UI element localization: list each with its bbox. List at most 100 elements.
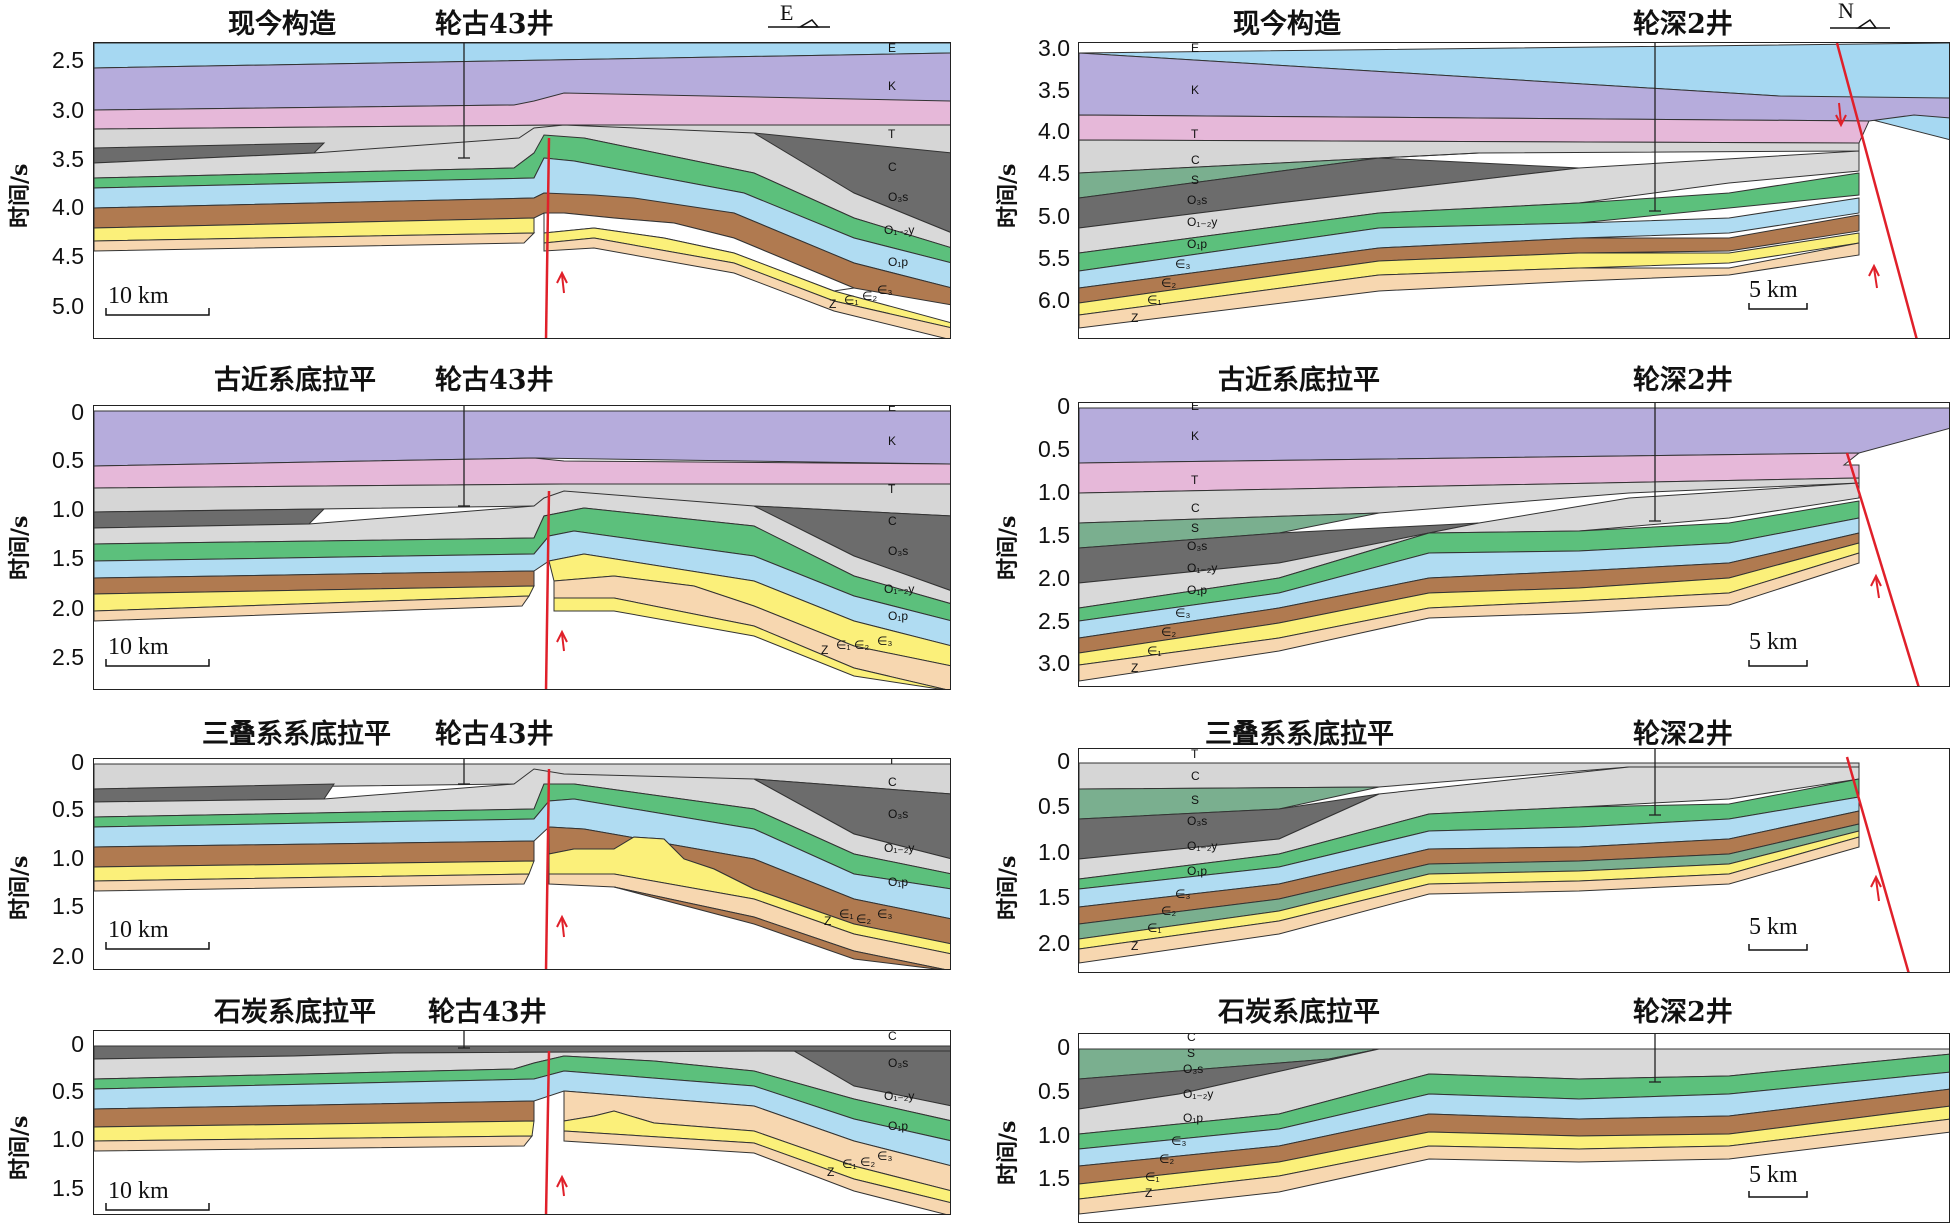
scale-bar-label: 5 km <box>1749 1162 1798 1188</box>
layer-label-e3: ∈₃ <box>877 1149 893 1163</box>
y-tick: 2.0 <box>1038 565 1070 591</box>
layer-label-S: S <box>1187 1046 1196 1060</box>
layer-label-O3s: O₃s <box>888 1056 909 1070</box>
compass-label: E <box>780 0 794 25</box>
layer-label-e2: ∈₂ <box>862 289 878 303</box>
layer-label-O1p: O₁p <box>1187 583 1208 597</box>
layer-label-O1p: O₁p <box>1187 237 1208 251</box>
layer-label-O12y: O₁₋₂y <box>884 223 915 237</box>
layer-label-K: K <box>888 79 897 93</box>
layer-label-e1: ∈₁ <box>1147 921 1162 935</box>
y-tick: 5.5 <box>1038 245 1070 271</box>
y-tick: 6.0 <box>1038 287 1070 313</box>
layer-label-E: E <box>888 405 897 414</box>
y-tick: 2.5 <box>52 644 84 670</box>
y-tick: 1.5 <box>52 893 84 919</box>
section-frame: E K T C S O₃s O₁₋₂y O₁p ∈₃ ∈₂ ∈₁ Z 5 km <box>1078 42 1950 339</box>
compass-label: N <box>1838 0 1854 23</box>
y-axis-label: 时间/s <box>995 515 1021 580</box>
layer-label-O3s: O₃s <box>888 807 909 821</box>
scale-bar-label: 10 km <box>108 283 169 309</box>
y-tick: 2.5 <box>52 47 84 73</box>
layer-label-O3s: O₃s <box>1183 1062 1204 1076</box>
section-frame: C O₃s O₁₋₂y O₁p ∈₃ ∈₂ ∈₁ Z 10 km <box>93 1030 951 1215</box>
y-tick: 0 <box>71 749 84 775</box>
layer-label-C: C <box>888 1030 897 1043</box>
y-tick: 1.0 <box>1038 479 1070 505</box>
layer-label-e3: ∈₃ <box>877 283 893 297</box>
well-name: 轮深2井 <box>1633 365 1733 396</box>
y-tick: 1.0 <box>1038 1122 1070 1148</box>
layer-label-T: T <box>888 758 896 767</box>
layer-label-C: C <box>1191 153 1200 167</box>
scale-bar-label: 5 km <box>1749 277 1798 303</box>
panel-title: 石炭系底拉平 <box>1218 997 1380 1028</box>
layer-label-O3s: O₃s <box>888 544 909 558</box>
layer-label-e1: ∈₁ <box>1147 293 1162 307</box>
y-tick: 0.5 <box>1038 436 1070 462</box>
y-tick: 3.0 <box>1038 650 1070 676</box>
layer-label-O1p: O₁p <box>1187 864 1208 878</box>
y-tick: 0.5 <box>52 447 84 473</box>
y-axis-label: 时间/s <box>7 163 33 228</box>
layer-label-Z: Z <box>1131 661 1139 675</box>
y-tick: 1.5 <box>1038 522 1070 548</box>
y-axis-label: 时间/s <box>7 515 33 580</box>
layer-label-S: S <box>1191 521 1200 535</box>
y-axis-label: 时间/s <box>7 855 33 920</box>
layer-label-C: C <box>1191 769 1200 783</box>
section-frame: T C O₃s O₁₋₂y O₁p ∈₃ ∈₂ ∈₁ Z 10 km <box>93 758 951 970</box>
layer-label-O3s: O₃s <box>1187 814 1208 828</box>
y-tick: 2.0 <box>1038 930 1070 956</box>
well-name: 轮古43井 <box>435 719 554 750</box>
layer-label-C: C <box>888 775 897 789</box>
scale-bar-label: 5 km <box>1749 629 1798 655</box>
layer-label-O12y: O₁₋₂y <box>884 582 915 596</box>
layer-label-O3s: O₃s <box>1187 539 1208 553</box>
y-tick: 0 <box>71 399 84 425</box>
layer-label-e2: ∈₂ <box>854 638 870 652</box>
layer-label-e3: ∈₃ <box>1171 1134 1187 1148</box>
y-tick: 2.5 <box>1038 608 1070 634</box>
compass-east: E <box>780 0 793 26</box>
section-frame: T C S O₃s O₁₋₂y O₁p ∈₃ ∈₂ ∈₁ Z 5 km <box>1078 748 1950 973</box>
layer-label-E: E <box>1191 42 1200 55</box>
well-name: 轮古43井 <box>435 9 554 40</box>
y-tick: 4.0 <box>52 194 84 220</box>
y-tick: 0.5 <box>1038 1078 1070 1104</box>
layer-label-C: C <box>1191 501 1200 515</box>
layer-label-T: T <box>888 482 896 496</box>
layer-label-S: S <box>1191 793 1200 807</box>
section-frame: C S O₃s O₁₋₂y O₁p ∈₃ ∈₂ ∈₁ Z 5 km <box>1078 1033 1950 1223</box>
layer-label-T: T <box>1191 473 1199 487</box>
layer-label-Z: Z <box>1131 311 1139 325</box>
layer-label-Z: Z <box>1145 1186 1153 1200</box>
layer-label-e1: ∈₁ <box>1147 644 1162 658</box>
y-tick: 1.0 <box>52 496 84 522</box>
y-tick: 1.0 <box>52 845 84 871</box>
layer-label-O3s: O₃s <box>888 190 909 204</box>
layer-label-Z: Z <box>821 643 829 657</box>
scale-bar-label: 10 km <box>108 634 169 660</box>
well-name: 轮深2井 <box>1633 719 1733 750</box>
layer-label-O1p: O₁p <box>888 1119 909 1133</box>
layer-label-O12y: O₁₋₂y <box>1187 561 1218 575</box>
layer-label-O12y: O₁₋₂y <box>884 841 915 855</box>
layer-label-Z: Z <box>827 1165 835 1179</box>
layer-label-e2: ∈₂ <box>856 912 872 926</box>
layer-label-e3: ∈₃ <box>1175 257 1191 271</box>
scale-bar-label: 10 km <box>108 1178 169 1204</box>
layer-label-K: K <box>1191 429 1200 443</box>
y-axis-label: 时间/s <box>995 855 1021 920</box>
y-tick: 3.5 <box>1038 77 1070 103</box>
y-tick: 0.5 <box>1038 793 1070 819</box>
layer-label-K: K <box>888 434 897 448</box>
layer-label-e1: ∈₁ <box>842 1157 857 1171</box>
layer-label-S: S <box>1191 173 1200 187</box>
y-tick: 5.0 <box>52 293 84 319</box>
y-tick: 0 <box>1057 393 1070 419</box>
layer-label-O12y: O₁₋₂y <box>1187 839 1218 853</box>
layer-label-Z: Z <box>824 914 832 928</box>
section-frame: E K T C O₃s O₁₋₂y O₁p ∈₃ ∈₂ ∈₁ Z 10 km <box>93 405 951 690</box>
layer-label-e1: ∈₁ <box>844 293 859 307</box>
